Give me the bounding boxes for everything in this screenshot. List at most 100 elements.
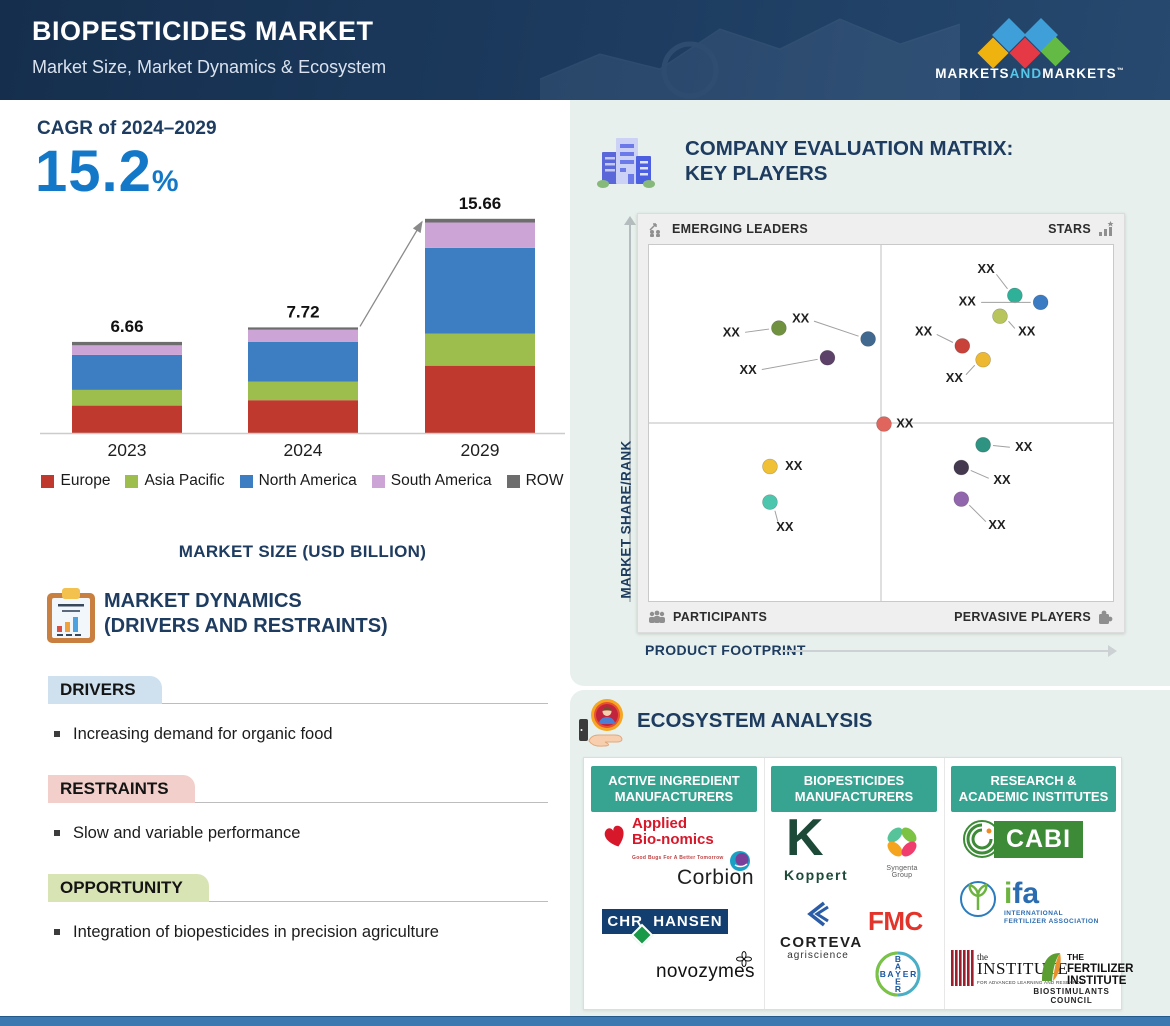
fertilizer-institute-leaf-icon — [1042, 953, 1061, 981]
chart-caption: MARKET SIZE (USD BILLION) — [178, 542, 427, 561]
koppert-k-icon: K — [786, 809, 824, 867]
applied-bionomics-heart-icon — [604, 825, 624, 847]
quadrant-label-participants: PARTICIPANTS — [648, 610, 767, 624]
bar-total-label-2024: 7.72 — [286, 302, 319, 321]
market-dynamics-title-line2: (DRIVERS AND RESTRAINTS) — [104, 615, 388, 637]
biostimulants-council-label: BIOSTIMULANTS COUNCIL — [1033, 987, 1110, 1005]
legend-label: Europe — [60, 472, 111, 489]
leader-line — [774, 510, 779, 522]
stars-icon — [1099, 221, 1114, 236]
dynamics-tab-restraints: RESTRAINTS — [48, 775, 195, 803]
corteva-icon — [807, 901, 829, 927]
bar-chart-svg: 6.66 2023 7.72 2024 15.66 2029 — [40, 194, 565, 460]
column-header-research: RESEARCH & ACADEMIC INSTITUTES — [951, 766, 1116, 812]
market-dynamics-sections: DRIVERS Increasing demand for organic foo… — [48, 676, 548, 942]
market-size-bar-chart: 6.66 2023 7.72 2024 15.66 2029 — [40, 185, 565, 467]
header-decorative-chart — [540, 18, 960, 100]
marketsandmarkets-wordmark: MARKETSANDMARKETS™ — [930, 66, 1130, 81]
bullet-square-icon — [54, 731, 60, 737]
bar-total-label-2023: 6.66 — [110, 317, 143, 336]
chr-hansen-logo: CHR HANSEN — [602, 909, 728, 934]
cagr-number: 15.2 — [35, 139, 152, 204]
wordmark-part2: AND — [1009, 66, 1043, 81]
dynamics-item-text: Increasing demand for organic food — [73, 725, 333, 743]
bayer-letter-h: A — [887, 969, 893, 979]
y-axis-label: MARKET SHARE/RANK — [618, 440, 634, 599]
matrix-scatter-svg: XX XX XX XX XX XX XX XX XX XX XX XX XX XX — [649, 245, 1113, 601]
corbion-swirl-icon — [730, 851, 750, 871]
bayer-letter-h: R — [910, 969, 916, 979]
company-point-14 — [953, 491, 970, 507]
cagr-period-label: CAGR of 2024–2029 — [37, 118, 217, 139]
dynamics-rule — [48, 802, 548, 803]
leader-line — [813, 320, 859, 337]
company-point-7 — [954, 338, 971, 354]
leader-line — [745, 328, 770, 333]
company-point-label: XX — [988, 517, 1006, 532]
dynamics-item: Integration of biopesticides in precisio… — [54, 923, 548, 942]
cagr-value: 15.2% — [35, 138, 180, 205]
ifa-sub-label: INTERNATIONAL FERTILIZER ASSOCIATION — [1004, 910, 1099, 925]
quadrant-label-stars: STARS — [1048, 221, 1114, 237]
bayer-letter-v: B — [895, 954, 901, 964]
wordmark-part1: MARKETS — [935, 66, 1010, 81]
evaluation-matrix-title: COMPANY EVALUATION MATRIX: KEY PLAYERS — [685, 136, 1013, 186]
dynamics-item: Slow and variable performance — [54, 824, 548, 843]
emerging-leaders-icon — [649, 222, 660, 237]
bar-segment-2023-south-america — [72, 345, 182, 355]
company-point-label: XX — [993, 472, 1011, 487]
company-point-label: XX — [740, 362, 758, 377]
buildings-icon — [597, 138, 655, 188]
page-subtitle: Market Size, Market Dynamics & Ecosystem — [32, 57, 387, 77]
institute-sub-label: FOR ADVANCED LEARNING AND RESEARCH — [977, 980, 1084, 985]
company-point-2 — [860, 331, 876, 347]
leader-line — [996, 274, 1008, 290]
company-point-label: XX — [915, 323, 933, 338]
company-point-4 — [1007, 287, 1023, 304]
company-point-label: XX — [785, 458, 803, 473]
legend-swatch — [41, 474, 55, 488]
page-title: BIOPESTICIDES MARKET — [32, 16, 374, 46]
company-point-label: XX — [978, 261, 996, 276]
bar-segment-2029-south-america — [425, 222, 535, 248]
legend-item-south-america: South America — [371, 472, 492, 490]
fertilizer-institute-logo: THE FERTILIZER INSTITUTE — [1067, 952, 1134, 987]
company-point-3 — [819, 350, 836, 366]
legend-label: ROW — [525, 472, 564, 489]
company-point-5 — [1032, 294, 1049, 311]
growth-arrow — [359, 220, 423, 327]
company-point-label: XX — [959, 294, 977, 309]
company-point-label: XX — [1018, 323, 1036, 338]
legend-item-row: ROW — [506, 472, 564, 490]
bayer-letter-h: E — [903, 969, 909, 979]
x-tick-label-2024: 2024 — [284, 440, 323, 460]
legend-swatch — [506, 474, 520, 488]
bar-segment-2024-row — [248, 327, 358, 330]
company-point-6 — [992, 308, 1008, 324]
dynamics-section-drivers: DRIVERS Increasing demand for organic foo… — [48, 676, 548, 744]
koppert-logo: Koppert — [784, 867, 849, 883]
dynamics-section-restraints: RESTRAINTS Slow and variable performance — [48, 775, 548, 843]
applied-bionomics-logo: Applied Bio-nomics Good Bugs For A Bette… — [632, 816, 724, 866]
wordmark-part3: MARKETS — [1042, 66, 1117, 81]
bar-segment-2024-europe — [248, 400, 358, 433]
bayer-letter-h: Y — [895, 969, 901, 979]
bar-segment-2029-row — [425, 218, 535, 223]
leader-line — [761, 358, 818, 370]
company-point-label: XX — [946, 370, 964, 385]
x-axis-label: PRODUCT FOOTPRINT — [645, 642, 806, 658]
bar-segment-2023-row — [72, 341, 182, 346]
bar-segment-2023-europe — [72, 405, 182, 433]
legend-item-north-america: North America — [239, 472, 357, 490]
ecosystem-card: ACTIVE INGREDIENT MANUFACTURERS BIOPESTI… — [583, 757, 1133, 1010]
wordmark-tm: ™ — [1116, 67, 1125, 75]
company-point-label: XX — [896, 415, 914, 430]
bar-segment-2024-asia-pacific — [248, 381, 358, 401]
bullet-square-icon — [54, 830, 60, 836]
participants-icon — [649, 610, 665, 623]
dynamics-tab-drivers: DRIVERS — [48, 676, 162, 704]
fmc-logo: FMC — [868, 906, 923, 936]
column-header-active-ingredient: ACTIVE INGREDIENT MANUFACTURERS — [591, 766, 757, 812]
